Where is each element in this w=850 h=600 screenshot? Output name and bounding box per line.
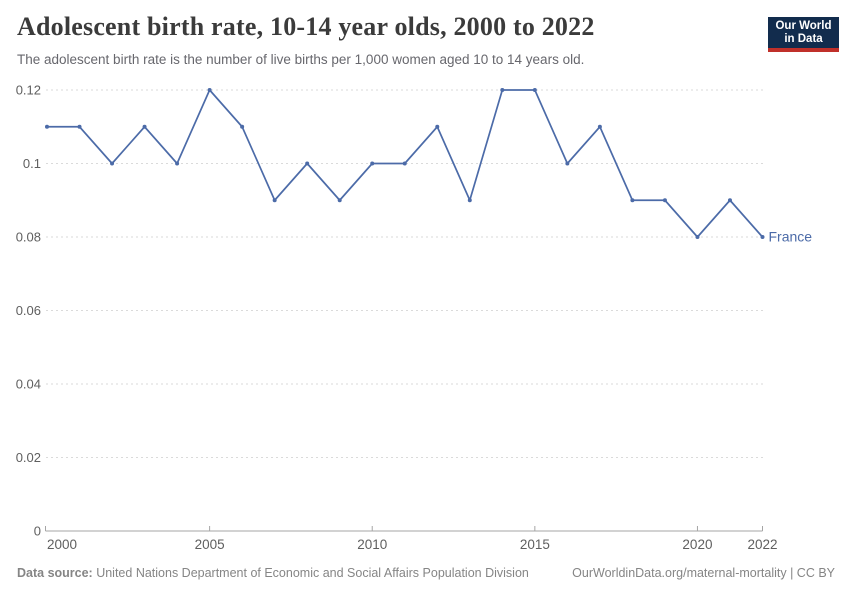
data-point[interactable] (272, 198, 277, 203)
x-axis-tick-label: 2022 (747, 537, 777, 552)
data-point[interactable] (467, 198, 472, 203)
y-axis-tick-label: 0.04 (16, 377, 41, 392)
x-axis-tick-label: 2010 (357, 537, 387, 552)
owid-logo-stripe (768, 48, 839, 52)
owid-logo-line2: in Data (784, 32, 823, 45)
x-axis-tick-label: 2020 (682, 537, 712, 552)
y-axis-tick-label: 0 (34, 524, 41, 539)
data-point[interactable] (402, 161, 407, 166)
y-axis-tick-label: 0.06 (16, 303, 41, 318)
data-point[interactable] (77, 124, 82, 129)
data-point[interactable] (597, 124, 602, 129)
y-axis-tick-label: 0.12 (16, 83, 41, 98)
data-point[interactable] (500, 88, 505, 92)
page-title: Adolescent birth rate, 10-14 year olds, … (17, 12, 595, 41)
data-point[interactable] (662, 198, 667, 203)
data-point[interactable] (727, 198, 732, 203)
data-point[interactable] (435, 124, 440, 129)
x-axis-tick-label: 2015 (520, 537, 550, 552)
y-axis-tick-label: 0.08 (16, 230, 41, 245)
chart-subtitle: The adolescent birth rate is the number … (17, 52, 585, 67)
data-point[interactable] (45, 124, 49, 129)
data-point[interactable] (175, 161, 180, 166)
chart-footer: Data source: United Nations Department o… (17, 566, 835, 580)
license-link[interactable]: OurWorldinData.org/maternal-mortality | … (572, 566, 835, 580)
data-point[interactable] (142, 124, 147, 129)
data-point[interactable] (370, 161, 375, 166)
data-point[interactable] (337, 198, 342, 203)
data-point[interactable] (207, 88, 212, 92)
y-axis-tick-label: 0.02 (16, 450, 41, 465)
data-point[interactable] (305, 161, 310, 166)
series-end-label[interactable]: France (769, 229, 813, 245)
data-source-text: United Nations Department of Economic an… (92, 566, 529, 580)
data-point[interactable] (532, 88, 537, 92)
data-point[interactable] (630, 198, 635, 203)
data-point[interactable] (565, 161, 570, 166)
owid-logo-line1: Our World (775, 19, 832, 32)
data-point[interactable] (240, 124, 245, 129)
data-source-note: Data source: United Nations Department o… (17, 566, 529, 580)
owid-logo[interactable]: Our World in Data (768, 17, 839, 52)
x-axis-tick-label: 2000 (47, 537, 77, 552)
y-axis-tick-label: 0.1 (23, 156, 41, 171)
data-point[interactable] (760, 235, 765, 239)
data-point[interactable] (695, 235, 700, 239)
x-axis-tick-label: 2005 (195, 537, 225, 552)
data-source-label: Data source: (17, 566, 93, 580)
data-point[interactable] (110, 161, 115, 166)
